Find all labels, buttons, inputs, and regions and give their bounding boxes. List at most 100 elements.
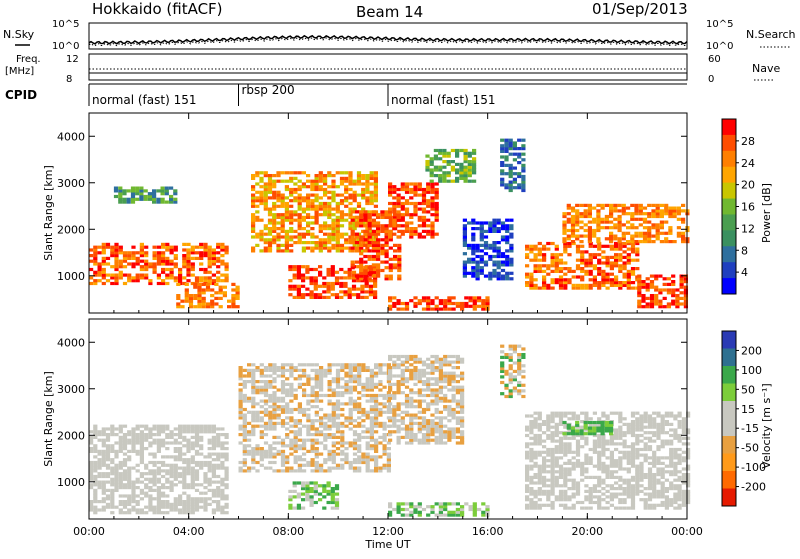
- heatmap-cell: [285, 202, 289, 205]
- heatmap-cell: [372, 219, 376, 222]
- heatmap-cell: [525, 484, 529, 487]
- heatmap-cell: [311, 425, 315, 428]
- heatmap-cell: [559, 476, 563, 479]
- heatmap-cell: [370, 386, 374, 389]
- heatmap-cell: [517, 345, 521, 348]
- heatmap-cell: [426, 366, 430, 369]
- heatmap-cell: [422, 427, 426, 430]
- heatmap-cell: [601, 448, 605, 451]
- heatmap-cell: [401, 182, 405, 185]
- heatmap-cell: [613, 204, 617, 207]
- heatmap-cell: [434, 166, 438, 169]
- heatmap-cell: [584, 467, 588, 470]
- heatmap-cell: [610, 284, 614, 287]
- heatmap-cell: [170, 260, 174, 263]
- heatmap-cell: [660, 240, 664, 243]
- heatmap-cell: [584, 459, 588, 462]
- heatmap-cell: [517, 147, 521, 150]
- heatmap-cell: [332, 419, 336, 422]
- heatmap-cell: [500, 172, 504, 175]
- heatmap-cell: [110, 427, 114, 430]
- heatmap-cell: [555, 479, 559, 482]
- heatmap-cell: [409, 419, 413, 422]
- heatmap-cell: [647, 235, 651, 238]
- heatmap-cell: [397, 308, 401, 311]
- heatmap-cell: [157, 260, 161, 263]
- heatmap-cell: [220, 461, 224, 464]
- heatmap-cell: [409, 388, 413, 391]
- heatmap-cell: [328, 433, 332, 436]
- heatmap-cell: [597, 451, 601, 454]
- heatmap-cell: [439, 439, 443, 442]
- heatmap-cell: [239, 461, 243, 464]
- heatmap-cell: [157, 433, 161, 436]
- heatmap-cell: [551, 434, 555, 437]
- heatmap-cell: [231, 302, 235, 305]
- heatmap-cell: [161, 254, 165, 257]
- heatmap-cell: [505, 238, 509, 241]
- heatmap-cell: [680, 286, 684, 289]
- heatmap-cell: [459, 177, 463, 180]
- heatmap-cell: [439, 369, 443, 372]
- heatmap-cell: [264, 208, 268, 211]
- heatmap-cell: [140, 472, 144, 475]
- heatmap-cell: [529, 459, 533, 462]
- heatmap-cell: [331, 501, 335, 504]
- heatmap-cell: [439, 386, 443, 389]
- heatmap-cell: [243, 464, 247, 467]
- heatmap-cell: [106, 464, 110, 467]
- heatmap-cell: [208, 464, 212, 467]
- heatmap-cell: [191, 461, 195, 464]
- heatmap-cell: [319, 377, 323, 380]
- heatmap-cell: [405, 377, 409, 380]
- heatmap-cell: [589, 490, 593, 493]
- heatmap-cell: [123, 494, 127, 497]
- heatmap-cell: [405, 425, 409, 428]
- heatmap-cell: [589, 498, 593, 501]
- heatmap-cell: [637, 280, 641, 283]
- heatmap-cell: [521, 189, 525, 192]
- heatmap-cell: [363, 255, 367, 258]
- heatmap-cell: [260, 369, 264, 372]
- heatmap-cell: [618, 270, 622, 273]
- heatmap-cell: [505, 230, 509, 233]
- heatmap-cell: [572, 465, 576, 468]
- heatmap-cell: [513, 167, 517, 170]
- heatmap-cell: [301, 265, 305, 268]
- heatmap-cell: [546, 248, 550, 251]
- heatmap-cell: [452, 408, 456, 411]
- heatmap-cell: [353, 430, 357, 433]
- heatmap-cell: [480, 269, 484, 272]
- heatmap-cell: [504, 395, 508, 398]
- heatmap-cell: [668, 215, 672, 218]
- heatmap-cell: [480, 272, 484, 275]
- heatmap-cell: [370, 177, 374, 180]
- heatmap-cell: [216, 260, 220, 263]
- heatmap-cell: [392, 397, 396, 400]
- heatmap-cell: [422, 383, 426, 386]
- heatmap-cell: [597, 445, 601, 448]
- y-tick-label: 4000: [57, 130, 85, 143]
- heatmap-cell: [370, 416, 374, 419]
- heatmap-cell: [525, 465, 529, 468]
- heatmap-cell: [365, 199, 369, 202]
- heatmap-cell: [174, 506, 178, 509]
- heatmap-cell: [476, 263, 480, 266]
- heatmap-cell: [294, 397, 298, 400]
- heatmap-cell: [314, 285, 318, 288]
- heatmap-cell: [294, 388, 298, 391]
- heatmap-cell: [251, 397, 255, 400]
- heatmap-cell: [289, 210, 293, 213]
- heatmap-cell: [393, 263, 397, 266]
- heatmap-cell: [525, 284, 529, 287]
- heatmap-cell: [405, 441, 409, 444]
- heatmap-cell: [174, 483, 178, 486]
- heatmap-cell: [276, 249, 280, 252]
- heatmap-cell: [214, 291, 218, 294]
- heatmap-cell: [405, 213, 409, 216]
- heatmap-cell: [505, 241, 509, 244]
- heatmap-cell: [293, 191, 297, 194]
- heatmap-cell: [551, 459, 555, 462]
- heatmap-cell: [571, 229, 575, 232]
- heatmap-cell: [319, 177, 323, 180]
